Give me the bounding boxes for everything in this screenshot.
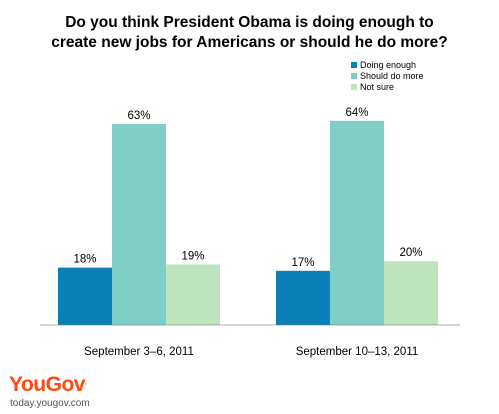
data-label-2-1: 17% <box>291 257 314 269</box>
bar-2-2 <box>330 120 384 325</box>
data-label-2-2: 64% <box>345 107 368 119</box>
category-label-2: September 10–13, 2011 <box>296 346 419 358</box>
bar-1-3 <box>166 264 220 325</box>
yougov-logo: YouGov◦ <box>9 374 87 396</box>
bar-2-3 <box>384 261 438 325</box>
legend-swatch-3 <box>351 84 357 90</box>
category-labels: September 3–6, 2011 September 10–13, 2011 <box>84 346 418 358</box>
data-label-1-3: 19% <box>181 250 204 262</box>
website-url: today.yougov.com <box>10 398 90 409</box>
legend-label-2: Should do more <box>360 71 424 81</box>
bar-2-1 <box>276 270 330 325</box>
logo-text: YouGov <box>9 373 85 396</box>
legend-label-1: Doing enough <box>360 60 416 70</box>
category-label-1: September 3–6, 2011 <box>84 346 194 358</box>
bar-1-1 <box>58 267 112 325</box>
legend-swatch-1 <box>351 62 357 68</box>
bars-group: 18% 63% 19% 17% 64% 20% <box>58 107 438 325</box>
data-label-1-1: 18% <box>73 254 96 266</box>
chart-title: Do you think President Obama is doing en… <box>51 14 448 51</box>
data-label-1-2: 63% <box>127 110 150 122</box>
legend-swatch-2 <box>351 73 357 79</box>
legend-label-3: Not sure <box>360 82 394 92</box>
data-label-2-3: 20% <box>399 247 422 259</box>
bar-1-2 <box>112 124 166 325</box>
logo-mark: ◦ <box>84 381 87 388</box>
